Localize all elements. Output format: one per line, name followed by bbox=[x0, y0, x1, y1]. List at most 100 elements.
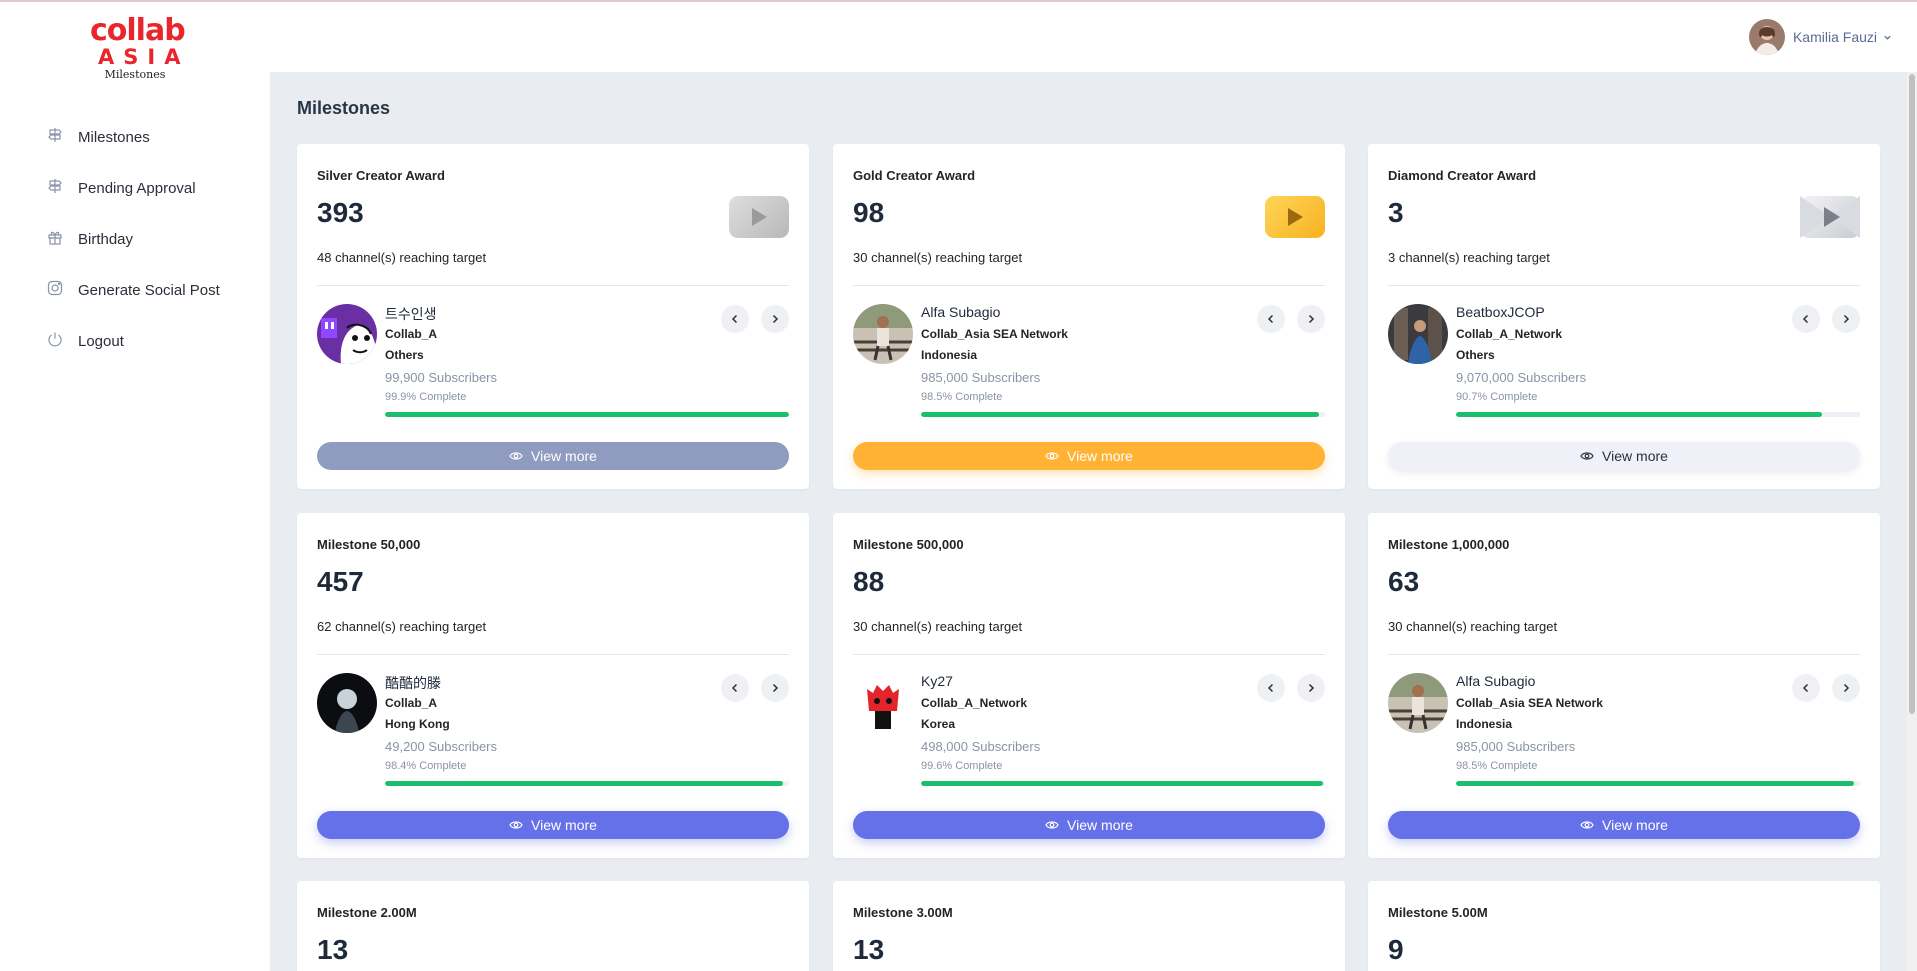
channel-name: Alfa Subagio bbox=[921, 304, 1001, 320]
progress-fill bbox=[921, 412, 1319, 417]
prev-channel-button[interactable] bbox=[721, 674, 749, 702]
next-channel-button[interactable] bbox=[761, 674, 789, 702]
chevron-down-icon bbox=[1884, 35, 1891, 40]
channel-avatar bbox=[1388, 673, 1448, 733]
sidebar-item-pending-approval[interactable]: Pending Approval bbox=[47, 163, 220, 214]
sidebar-item-label: Generate Social Post bbox=[78, 282, 220, 299]
progress-bar bbox=[1456, 781, 1860, 786]
channel-region: Korea bbox=[921, 717, 956, 731]
chevron-right-icon bbox=[1843, 314, 1850, 324]
card-reach-text: 48 channel(s) reaching target bbox=[317, 250, 487, 265]
channel-network: Collab_A_Network bbox=[1456, 327, 1563, 341]
sidebar-item-birthday[interactable]: Birthday bbox=[47, 214, 220, 265]
sidebar-item-label: Pending Approval bbox=[78, 180, 196, 197]
card-reach-text: 30 channel(s) reaching target bbox=[1388, 619, 1558, 634]
view-more-button[interactable]: View more bbox=[1388, 442, 1860, 470]
brand-logo[interactable]: collab ASIA Milestones bbox=[90, 16, 190, 82]
next-channel-button[interactable] bbox=[1832, 305, 1860, 333]
user-menu[interactable]: Kamilia Fauzi bbox=[1748, 19, 1892, 55]
chevron-right-icon bbox=[1308, 683, 1315, 693]
channel-name: Alfa Subagio bbox=[1456, 673, 1536, 689]
chevron-left-icon bbox=[1802, 683, 1809, 693]
channel-avatar bbox=[317, 673, 377, 733]
prev-channel-button[interactable] bbox=[1257, 674, 1285, 702]
channel-network: Collab_A bbox=[385, 696, 438, 710]
divider bbox=[853, 654, 1325, 655]
chevron-left-icon bbox=[731, 683, 738, 693]
prev-channel-button[interactable] bbox=[1792, 674, 1820, 702]
chevron-left-icon bbox=[1267, 314, 1274, 324]
view-more-button[interactable]: View more bbox=[317, 442, 789, 470]
page-scrollbar[interactable] bbox=[1907, 72, 1917, 971]
sidebar-item-milestones[interactable]: Milestones bbox=[47, 112, 220, 163]
milestone-card-gold: Gold Creator Award 98 30 channel(s) reac… bbox=[833, 144, 1345, 489]
next-channel-button[interactable] bbox=[1297, 674, 1325, 702]
view-more-button[interactable]: View more bbox=[317, 811, 789, 839]
channel-progress-text: 99.6% Complete bbox=[921, 760, 1003, 772]
signpost-icon bbox=[48, 178, 62, 193]
channel-region: Hong Kong bbox=[385, 717, 450, 731]
card-reach-text: 30 channel(s) reaching target bbox=[853, 619, 1023, 634]
channel-progress-text: 90.7% Complete bbox=[1456, 391, 1538, 403]
logo-line2: ASIA bbox=[98, 45, 190, 69]
milestone-card-50k: Milestone 50,000 457 62 channel(s) reach… bbox=[297, 513, 809, 858]
diamond-play-button-icon bbox=[1800, 196, 1860, 238]
eye-icon bbox=[1580, 821, 1594, 829]
channel-network: Collab_Asia SEA Network bbox=[1456, 696, 1603, 710]
sidebar-item-label: Logout bbox=[78, 333, 124, 350]
gift-icon bbox=[48, 231, 62, 245]
divider bbox=[317, 285, 789, 286]
prev-channel-button[interactable] bbox=[1257, 305, 1285, 333]
channel-subscribers: 498,000 Subscribers bbox=[921, 739, 1041, 754]
channel-network: Collab_A_Network bbox=[921, 696, 1028, 710]
card-title: Diamond Creator Award bbox=[1388, 168, 1537, 183]
card-reach-text: 3 channel(s) reaching target bbox=[1388, 250, 1550, 265]
view-more-button[interactable]: View more bbox=[853, 442, 1325, 470]
signpost-icon bbox=[48, 127, 62, 142]
channel-region: Indonesia bbox=[1456, 717, 1513, 731]
card-count: 3 bbox=[1388, 197, 1404, 228]
next-channel-button[interactable] bbox=[1832, 674, 1860, 702]
card-reach-text: 30 channel(s) reaching target bbox=[853, 250, 1023, 265]
channel-subscribers: 49,200 Subscribers bbox=[385, 739, 498, 754]
card-title: Milestone 3.00M bbox=[853, 905, 953, 920]
channel-avatar bbox=[317, 304, 377, 364]
progress-bar bbox=[385, 412, 789, 417]
view-more-label: View more bbox=[1602, 817, 1668, 833]
user-name: Kamilia Fauzi bbox=[1792, 29, 1877, 45]
card-count: 393 bbox=[317, 197, 364, 228]
channel-network: Collab_Asia SEA Network bbox=[921, 327, 1068, 341]
eye-icon bbox=[509, 821, 523, 829]
card-count: 63 bbox=[1388, 566, 1420, 597]
view-more-button[interactable]: View more bbox=[853, 811, 1325, 839]
chevron-right-icon bbox=[772, 683, 779, 693]
view-more-label: View more bbox=[531, 817, 597, 833]
card-title: Milestone 5.00M bbox=[1388, 905, 1488, 920]
sidebar-item-logout[interactable]: Logout bbox=[47, 316, 220, 367]
chevron-left-icon bbox=[731, 314, 738, 324]
next-channel-button[interactable] bbox=[1297, 305, 1325, 333]
divider bbox=[1388, 285, 1860, 286]
prev-channel-button[interactable] bbox=[721, 305, 749, 333]
channel-region: Others bbox=[1456, 348, 1495, 362]
eye-icon bbox=[509, 452, 523, 460]
card-title: Milestone 2.00M bbox=[317, 905, 417, 920]
view-more-label: View more bbox=[1602, 448, 1668, 464]
card-count: 13 bbox=[317, 934, 349, 965]
card-title: Silver Creator Award bbox=[317, 168, 445, 183]
eye-icon bbox=[1580, 452, 1594, 460]
prev-channel-button[interactable] bbox=[1792, 305, 1820, 333]
channel-avatar bbox=[1388, 304, 1448, 364]
card-title: Milestone 50,000 bbox=[317, 537, 421, 552]
divider bbox=[853, 285, 1325, 286]
sidebar-item-generate-social-post[interactable]: Generate Social Post bbox=[47, 265, 220, 316]
channel-network: Collab_A bbox=[385, 327, 438, 341]
channel-subscribers: 985,000 Subscribers bbox=[1456, 739, 1576, 754]
milestone-card-3m: Milestone 3.00M 13 bbox=[833, 881, 1345, 971]
view-more-button[interactable]: View more bbox=[1388, 811, 1860, 839]
milestone-card-silver: Silver Creator Award 393 48 channel(s) r… bbox=[297, 144, 809, 489]
next-channel-button[interactable] bbox=[761, 305, 789, 333]
card-count: 13 bbox=[853, 934, 885, 965]
scrollbar-thumb[interactable] bbox=[1909, 74, 1915, 714]
card-title: Milestone 1,000,000 bbox=[1388, 537, 1510, 552]
